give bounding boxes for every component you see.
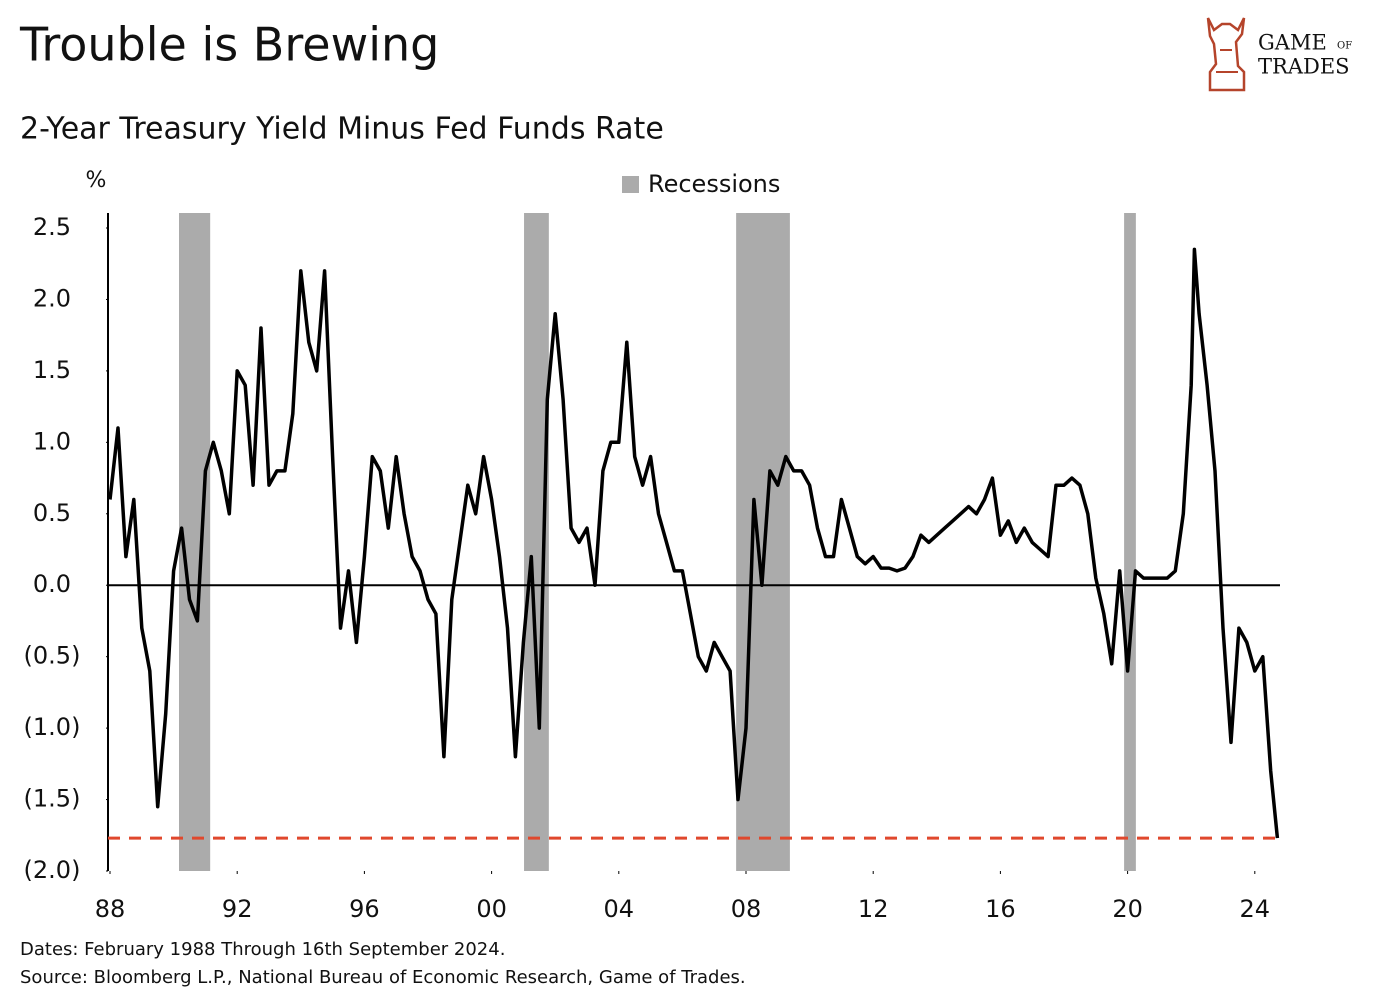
y-tick-label: (1.0) [24, 713, 81, 741]
x-tick-label: 96 [349, 895, 380, 923]
x-tick-label: 24 [1240, 895, 1271, 923]
x-tick-label: 08 [731, 895, 762, 923]
chart-subtitle: 2-Year Treasury Yield Minus Fed Funds Ra… [20, 112, 664, 147]
x-tick-label: 00 [476, 895, 507, 923]
x-tick-label: 20 [1112, 895, 1143, 923]
y-tick-label: 0.0 [33, 570, 71, 598]
legend-swatch [622, 176, 639, 193]
x-tick-label: 12 [858, 895, 889, 923]
y-tick-label: (1.5) [24, 785, 81, 813]
y-tick-label: 1.5 [33, 356, 71, 384]
logo-icon-detail [1216, 49, 1238, 73]
footnote: Dates: February 1988 Through 16th Septem… [20, 939, 505, 960]
y-tick-label: 2.5 [33, 213, 71, 241]
logo-text: GAME [1258, 31, 1327, 55]
y-tick-label: 0.5 [33, 499, 71, 527]
logo-text: TRADES [1258, 55, 1350, 79]
y-tick-label: (2.0) [24, 856, 81, 884]
y-tick-label: 2.0 [33, 284, 71, 312]
footnote: Source: Bloomberg L.P., National Bureau … [20, 967, 746, 988]
x-tick-label: 16 [985, 895, 1016, 923]
series-line [108, 247, 1280, 839]
y-unit: % [86, 168, 107, 193]
recession-band [736, 213, 790, 871]
x-tick-label: 92 [222, 895, 253, 923]
logo-text: OF [1337, 41, 1352, 52]
chart-title: Trouble is Brewing [19, 18, 439, 72]
recession-band [1124, 213, 1136, 871]
x-tick-label: 88 [95, 895, 126, 923]
logo-icon [1206, 17, 1246, 92]
y-tick-label: 1.0 [33, 427, 71, 455]
y-tick-label: (0.5) [24, 642, 81, 670]
logo: GAME OF TRADES [1206, 17, 1352, 92]
x-tick-label: 04 [604, 895, 635, 923]
legend-label: Recessions [648, 170, 780, 198]
